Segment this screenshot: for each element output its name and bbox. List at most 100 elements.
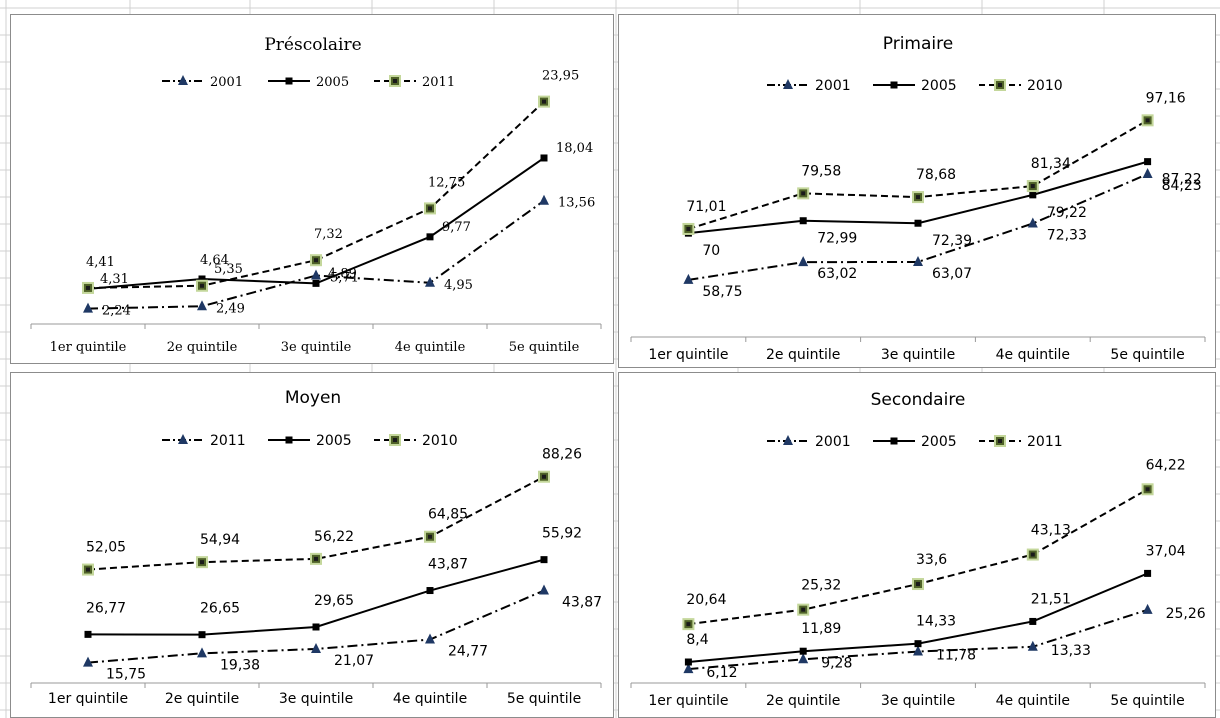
data-label: 2,24 [102, 304, 131, 319]
legend-marker-2005 [285, 436, 293, 444]
legend-label-2010: 2010 [1027, 78, 1063, 94]
data-label: 11,78 [936, 648, 976, 664]
legend-label-2005: 2005 [921, 434, 957, 450]
data-point-marker [83, 656, 93, 667]
x-tick-label: 1er quintile [48, 691, 128, 707]
data-label: 55,92 [542, 526, 582, 542]
data-label: 6,12 [706, 665, 737, 681]
data-label: 13,56 [558, 196, 595, 211]
x-tick-label: 4e quintile [395, 340, 466, 355]
x-tick-label: 2e quintile [165, 691, 239, 707]
data-label: 4,64 [200, 253, 229, 268]
data-point-marker [913, 645, 923, 656]
data-point-marker [311, 642, 321, 653]
x-tick-label: 1er quintile [648, 693, 728, 709]
data-label: 81,34 [1031, 156, 1071, 172]
data-label: 4,95 [444, 278, 473, 293]
x-tick-label: 5e quintile [1110, 693, 1184, 709]
legend-marker-2005 [285, 77, 293, 85]
data-point-marker [914, 640, 922, 648]
data-point-marker [799, 647, 807, 655]
data-point-marker [197, 647, 207, 658]
data-label: 37,04 [1146, 543, 1186, 559]
data-label: 63,02 [817, 266, 857, 282]
data-label: 8,4 [686, 632, 708, 648]
data-point-marker-core [1030, 552, 1035, 557]
data-point-marker-core [916, 582, 920, 587]
data-point-marker [83, 302, 93, 313]
chart-legend: 2001 2005 2010 [767, 78, 1063, 94]
series-2001-dashdot: 58,75 63,02 63,07 72,33 84,23 [683, 168, 1202, 300]
x-tick-label: 5e quintile [1110, 347, 1184, 363]
chart-title: Préscolaire [264, 35, 361, 55]
series-2005-solid: 4,31 5,35 4,89 9,77 18,04 [84, 141, 593, 293]
data-point-marker-core [686, 622, 691, 627]
data-point-marker [311, 269, 321, 280]
series-2011-dashed: 4,41 4,64 7,32 12,75 23,95 [82, 69, 579, 294]
data-point-marker-core [428, 534, 432, 539]
data-point-marker-core [314, 258, 318, 263]
data-label: 23,95 [542, 69, 579, 84]
data-point-marker-core [200, 283, 204, 288]
data-point-marker [799, 217, 807, 225]
data-point-marker [683, 663, 694, 674]
data-label: 4,41 [86, 255, 115, 270]
chart-svg: Secondaire 2001 2005 2011 1er quintile 2e qui… [630, 390, 1206, 709]
x-tick-label: 2e quintile [766, 347, 840, 363]
data-point-marker [540, 154, 548, 162]
data-label: 88,26 [542, 447, 582, 463]
data-point-marker-core [801, 607, 806, 612]
data-point-marker [539, 584, 549, 595]
series-line [87, 100, 545, 289]
legend-marker-2005 [890, 81, 898, 89]
data-point-marker [197, 300, 207, 311]
series-2005-solid: 26,77 26,65 29,65 43,87 55,92 [84, 526, 582, 639]
data-label: 13,33 [1051, 643, 1091, 659]
legend-label-2001: 2001 [815, 78, 851, 94]
chart-legend: 2001 2005 2011 [162, 75, 455, 90]
series-2010-dashed: 52,05 54,94 56,22 64,85 88,26 [82, 447, 582, 576]
legend-marker-2001 [783, 435, 793, 445]
legend-label-2011: 2011 [210, 433, 246, 449]
data-point-marker [1144, 158, 1152, 166]
data-point-marker [1027, 640, 1038, 651]
data-point-marker [312, 623, 320, 631]
chart-panel-prescolaire: Préscolaire 2001 2005 2011 1er quintile 2e qu… [10, 14, 614, 364]
data-label: 71,01 [686, 199, 726, 215]
series-2010-dashed: 71,01 79,58 78,68 81,34 97,16 [682, 90, 1186, 235]
chart-title: Primaire [883, 34, 953, 54]
data-label: 25,32 [801, 578, 841, 594]
x-tick-label: 5e quintile [507, 691, 581, 707]
data-label: 52,05 [86, 540, 126, 556]
data-label: 24,77 [448, 643, 488, 659]
data-label: 9,77 [442, 220, 471, 235]
data-label: 58,75 [702, 284, 742, 300]
series-line [688, 608, 1148, 671]
data-point-marker-core [542, 474, 546, 479]
data-label: 64,85 [428, 507, 468, 523]
data-label: 21,07 [334, 653, 374, 669]
x-tick-label: 3e quintile [279, 691, 353, 707]
data-point-marker-core [86, 285, 90, 290]
data-point-marker [914, 219, 922, 227]
legend-label-2010: 2010 [422, 433, 458, 449]
chart-panel-secondaire: Secondaire 2001 2005 2011 1er quintile 2e qui… [618, 372, 1216, 718]
data-label: 43,13 [1031, 523, 1071, 539]
data-point-marker [426, 587, 434, 595]
data-point-marker [913, 255, 923, 266]
data-label: 43,87 [562, 595, 602, 611]
data-point-marker-core [1145, 118, 1150, 123]
data-point-marker-core [801, 191, 806, 196]
series-2011-dashed: 20,64 25,32 33,6 43,13 64,22 [682, 457, 1186, 631]
data-point-marker [312, 279, 320, 287]
series-line [87, 475, 545, 571]
legend-label-2005: 2005 [921, 78, 957, 94]
x-tick-label: 5e quintile [509, 340, 580, 355]
data-point-marker [425, 633, 435, 644]
series-2001-dashdot: 6,12 9,28 11,78 13,33 25,26 [683, 603, 1206, 681]
series-line [87, 157, 545, 290]
data-point-marker [84, 630, 92, 638]
legend-label-2011: 2011 [1027, 434, 1063, 450]
data-label: 43,87 [428, 557, 468, 573]
data-point-marker-core [542, 99, 546, 104]
